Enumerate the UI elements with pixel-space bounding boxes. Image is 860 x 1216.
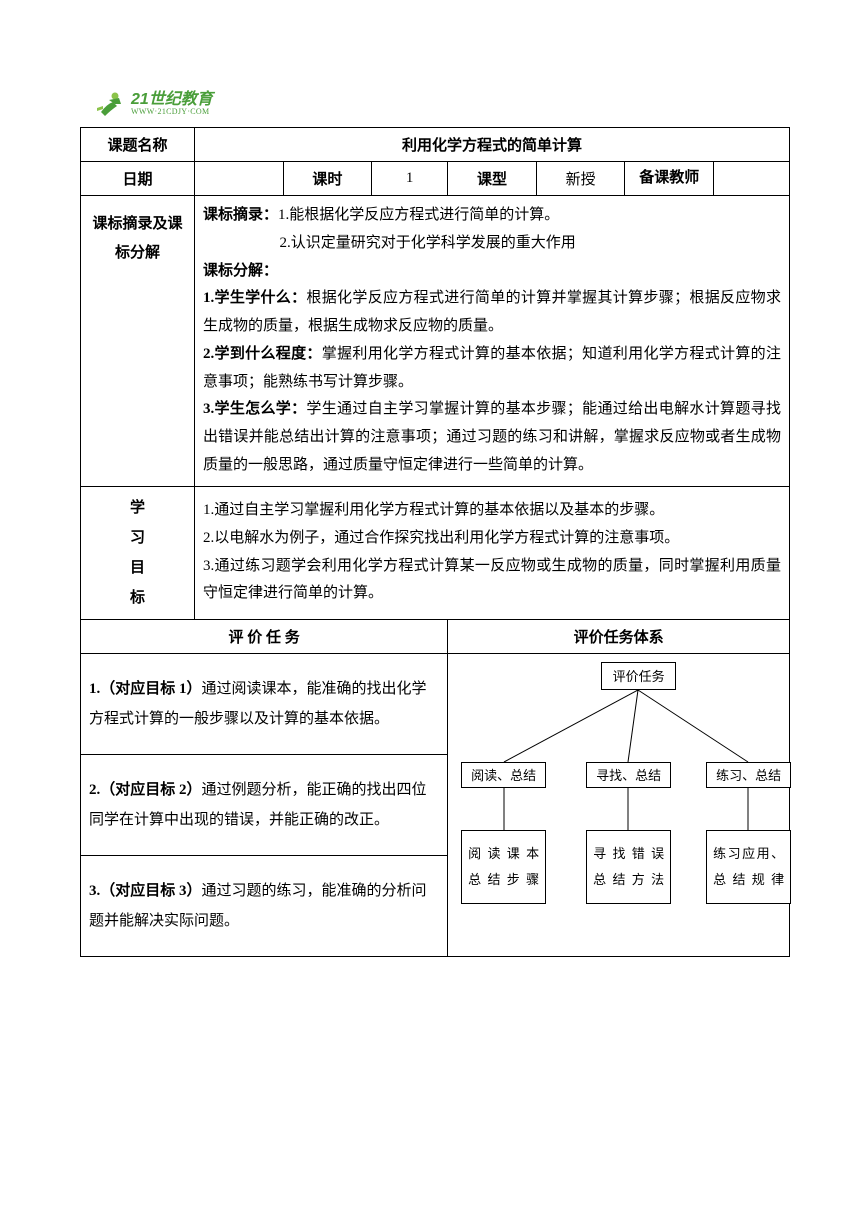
- eval-task-2: 2.（对应目标 2）通过例题分析，能正确的找出四位同学在计算中出现的错误，并能正…: [81, 754, 448, 855]
- objectives-label: 学 习 目 标: [81, 486, 195, 619]
- logo-url-text: WWW·21CDJY·COM: [131, 108, 213, 116]
- lesson-plan-table: 课题名称 利用化学方程式的简单计算 日期 课时 1 课型 新授 备课教师 课标摘…: [80, 127, 790, 957]
- task3-label: 3.（对应目标 3）: [89, 883, 202, 899]
- eval-task-3: 3.（对应目标 3）通过习题的练习，能准确的分析问题并能解决实际问题。: [81, 855, 448, 956]
- std-item3-label: 3.学生怎么学：: [203, 401, 306, 417]
- eval-task-1: 1.（对应目标 1）通过阅读课本，能准确的找出化学方程式计算的一般步骤以及计算的…: [81, 653, 448, 754]
- logo-main-text: 21世纪教育: [131, 92, 213, 108]
- date-label: 日期: [81, 162, 195, 196]
- leaf2-line1: 寻找错误: [593, 841, 664, 867]
- logo: 21世纪教育 WWW·21CDJY·COM: [95, 90, 213, 118]
- standards-label: 课标摘录及课标分解: [81, 196, 195, 487]
- eval-task-header: 评 价 任 务: [81, 619, 448, 653]
- diagram-connectors: [456, 660, 781, 950]
- lesson-title: 利用化学方程式的简单计算: [194, 128, 789, 162]
- leaf1-line1: 阅读课本: [468, 841, 539, 867]
- period-label: 课时: [283, 162, 372, 196]
- std-item2-label: 2.学到什么程度：: [203, 346, 322, 362]
- type-value: 新授: [536, 162, 625, 196]
- task1-label: 1.（对应目标 1）: [89, 681, 202, 697]
- leaf3-text: 练习应用、总结规律: [713, 841, 784, 893]
- evaluation-diagram: 评价任务 阅读、总结 寻找、总结 练习、总结 阅读课本 总结步骤 寻找错误 总结…: [456, 660, 781, 950]
- objective-2: 2.以电解水为例子，通过合作探究找出利用化学方程式计算的注意事项。: [203, 525, 781, 553]
- logo-runner-icon: [95, 90, 127, 118]
- std-item1-label: 1.学生学什么：: [203, 290, 306, 306]
- leaf1-line2: 总结步骤: [468, 867, 539, 893]
- excerpt-label: 课标摘录：: [203, 207, 278, 223]
- date-value: [194, 162, 283, 196]
- type-label: 课型: [448, 162, 537, 196]
- eval-system-header: 评价任务体系: [448, 619, 790, 653]
- node-root: 评价任务: [601, 662, 676, 690]
- excerpt-2: 2.认识定量研究对于化学科学发展的重大作用: [279, 235, 575, 251]
- diagram-cell: 评价任务 阅读、总结 寻找、总结 练习、总结 阅读课本 总结步骤 寻找错误 总结…: [448, 653, 790, 956]
- teacher-label: 备课教师: [625, 162, 714, 196]
- teacher-value: [714, 162, 790, 196]
- objective-3: 3.通过练习题学会利用化学方程式计算某一反应物或生成物的质量，同时掌握利用质量守…: [203, 553, 781, 609]
- objective-1: 1.通过自主学习掌握利用化学方程式计算的基本依据以及基本的步骤。: [203, 497, 781, 525]
- analysis-label: 课标分解：: [203, 263, 278, 279]
- obj-char-1: 学: [89, 493, 186, 523]
- obj-char-2: 习: [89, 523, 186, 553]
- node-mid1: 阅读、总结: [461, 762, 546, 788]
- node-leaf2: 寻找错误 总结方法: [586, 830, 671, 904]
- node-leaf1: 阅读课本 总结步骤: [461, 830, 546, 904]
- obj-char-3: 目: [89, 553, 186, 583]
- objectives-content: 1.通过自主学习掌握利用化学方程式计算的基本依据以及基本的步骤。 2.以电解水为…: [194, 486, 789, 619]
- standards-content: 课标摘录：1.能根据化学反应方程式进行简单的计算。 2.认识定量研究对于化学科学…: [194, 196, 789, 487]
- node-mid3: 练习、总结: [706, 762, 791, 788]
- node-leaf3: 练习应用、总结规律: [706, 830, 791, 904]
- leaf2-line2: 总结方法: [593, 867, 664, 893]
- node-mid2: 寻找、总结: [586, 762, 671, 788]
- excerpt-1: 1.能根据化学反应方程式进行简单的计算。: [278, 207, 559, 223]
- period-value: 1: [372, 162, 448, 196]
- obj-char-4: 标: [89, 583, 186, 613]
- topic-label: 课题名称: [81, 128, 195, 162]
- task2-label: 2.（对应目标 2）: [89, 782, 202, 798]
